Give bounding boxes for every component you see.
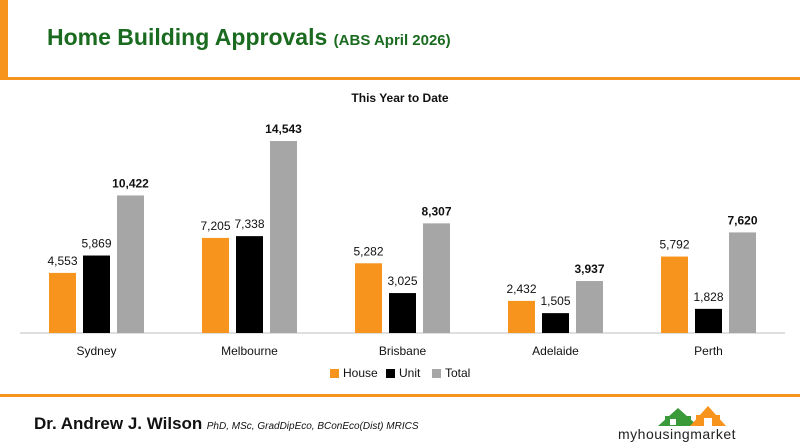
- bar-total-melbourne: [270, 141, 297, 333]
- value-label-house-brisbane: 5,282: [353, 244, 383, 258]
- author-credentials: PhD, MSc, GradDipEco, BConEco(Dist) MRIC…: [206, 421, 419, 432]
- bar-unit-perth: [695, 308, 722, 333]
- footer-divider: [0, 394, 800, 397]
- bar-total-perth: [729, 232, 756, 333]
- value-label-unit-adelaide: 1,505: [540, 294, 570, 308]
- value-label-total-adelaide: 3,937: [574, 262, 604, 276]
- value-label-house-sydney: 4,553: [47, 254, 77, 268]
- bar-unit-sydney: [83, 255, 110, 333]
- bars-group: [49, 141, 756, 333]
- title-subtitle: (ABS April 2026): [333, 32, 451, 49]
- legend-label-house: House: [343, 366, 378, 380]
- category-label-perth: Perth: [694, 344, 723, 358]
- value-label-unit-brisbane: 3,025: [387, 274, 417, 288]
- category-label-sydney: Sydney: [76, 344, 116, 358]
- house-icon: [658, 406, 726, 426]
- brand-logo: myhousingmarket: [618, 400, 768, 444]
- category-label-melbourne: Melbourne: [221, 344, 278, 358]
- header-accent-bar: [0, 0, 8, 78]
- bar-unit-melbourne: [236, 236, 263, 333]
- category-label-adelaide: Adelaide: [532, 344, 579, 358]
- value-label-unit-perth: 1,828: [693, 290, 723, 304]
- value-label-total-perth: 7,620: [727, 213, 757, 227]
- category-label-brisbane: Brisbane: [379, 344, 427, 358]
- title-text: Home Building Approvals: [47, 24, 328, 50]
- legend: House Unit Total: [330, 366, 470, 380]
- legend-label-unit: Unit: [399, 366, 421, 380]
- category-labels-group: Sydney Melbourne Brisbane Adelaide Perth: [76, 344, 722, 358]
- author-credit: Dr. Andrew J. Wilson PhD, MSc, GradDipEc…: [34, 414, 418, 434]
- value-label-total-brisbane: 8,307: [421, 204, 451, 218]
- bar-unit-adelaide: [542, 313, 569, 333]
- value-label-unit-sydney: 5,869: [81, 237, 111, 251]
- logo-text: myhousingmarket: [618, 426, 736, 442]
- header-divider: [0, 77, 800, 80]
- chart-title: This Year to Date: [351, 91, 448, 105]
- value-label-house-adelaide: 2,432: [506, 282, 536, 296]
- page-title: Home Building Approvals (ABS April 2026): [47, 24, 451, 51]
- bar-house-adelaide: [508, 300, 535, 333]
- author-name: Dr. Andrew J. Wilson: [34, 414, 203, 433]
- bar-total-sydney: [117, 195, 144, 333]
- bar-house-brisbane: [355, 263, 382, 333]
- bar-total-adelaide: [576, 281, 603, 333]
- legend-swatch-house: [330, 369, 339, 378]
- value-label-house-perth: 5,792: [659, 238, 689, 252]
- value-label-total-melbourne: 14,543: [265, 122, 302, 136]
- legend-label-total: Total: [445, 366, 470, 380]
- bar-total-brisbane: [423, 223, 450, 333]
- value-labels-group: 4,553 5,869 10,422 7,205 7,338 14,543 5,282 3,0…: [47, 122, 757, 308]
- value-label-house-melbourne: 7,205: [200, 219, 230, 233]
- value-label-total-sydney: 10,422: [112, 176, 149, 190]
- value-label-unit-melbourne: 7,338: [234, 217, 264, 231]
- legend-swatch-unit: [386, 369, 395, 378]
- bar-house-melbourne: [202, 237, 229, 333]
- bar-unit-brisbane: [389, 293, 416, 333]
- bar-chart: This Year to Date 4,553 5,869 10,422 7,205 7…: [20, 91, 785, 380]
- legend-swatch-total: [432, 369, 441, 378]
- bar-house-sydney: [49, 272, 76, 333]
- bar-house-perth: [661, 256, 688, 333]
